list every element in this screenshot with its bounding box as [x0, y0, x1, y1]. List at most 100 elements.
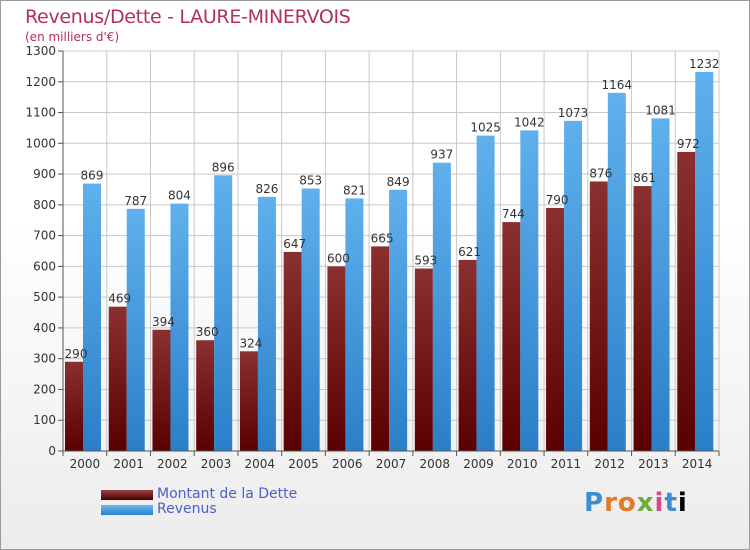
- data-label-revenue: 1025: [470, 121, 501, 135]
- y-tick-label: 700: [33, 229, 56, 243]
- bar-revenue-2001: [126, 208, 145, 451]
- bar-debt-2006: [327, 266, 346, 451]
- data-label-revenue: 1042: [514, 115, 545, 129]
- y-tick-label: 1300: [25, 44, 56, 58]
- bar-debt-2012: [589, 181, 608, 451]
- data-label-revenue: 1073: [558, 106, 589, 120]
- bar-revenue-2002: [170, 203, 189, 451]
- y-tick-label: 0: [48, 444, 56, 458]
- data-label-revenue: 869: [81, 169, 104, 183]
- bar-debt-2011: [546, 207, 565, 451]
- data-label-revenue: 1232: [689, 57, 720, 71]
- chart-subtitle: (en milliers d'€): [25, 30, 120, 44]
- data-label-revenue: 896: [212, 160, 235, 174]
- data-label-debt: 647: [283, 237, 306, 251]
- y-tick-label: 1200: [25, 75, 56, 89]
- bar-debt-2008: [414, 268, 433, 451]
- data-label-revenue: 853: [299, 174, 322, 188]
- y-tick-label: 400: [33, 321, 56, 335]
- x-tick-label: 2002: [157, 457, 188, 471]
- bar-revenue-2008: [432, 162, 451, 451]
- x-tick-label: 2007: [376, 457, 407, 471]
- bar-debt-2009: [458, 259, 477, 451]
- bar-debt-2002: [152, 329, 171, 451]
- bar-debt-2000: [65, 361, 83, 451]
- x-tick-label: 2004: [245, 457, 276, 471]
- legend-swatch-debt: [101, 490, 153, 500]
- y-tick-label: 100: [33, 413, 56, 427]
- x-tick-label: 2013: [638, 457, 669, 471]
- axes: 0 100 200 300 400 500 600 700 800 900 1000 1100 1200…: [25, 44, 720, 471]
- data-label-revenue: 937: [430, 148, 453, 162]
- data-label-debt: 876: [589, 166, 612, 180]
- y-tick-label: 800: [33, 198, 56, 212]
- bars: 290 869 469 787 394 804 360 896 324 826 647 853 600 8…: [65, 57, 720, 452]
- data-label-debt: 790: [546, 193, 569, 207]
- data-label-debt: 744: [502, 207, 525, 221]
- x-tick-label: 2008: [419, 457, 450, 471]
- bar-revenue-2011: [564, 120, 583, 451]
- data-label-debt: 290: [65, 347, 88, 361]
- x-tick-label: 2012: [594, 457, 625, 471]
- data-label-debt: 324: [239, 336, 262, 350]
- data-label-debt: 469: [108, 292, 131, 306]
- bar-debt-2003: [196, 340, 215, 451]
- data-label-debt: 621: [458, 245, 481, 259]
- data-label-revenue: 1081: [645, 103, 676, 117]
- data-label-revenue: 849: [387, 175, 410, 189]
- data-label-debt: 593: [414, 254, 437, 268]
- y-tick-label: 300: [33, 352, 56, 366]
- y-tick-label: 500: [33, 290, 56, 304]
- y-tick-label: 200: [33, 382, 56, 396]
- data-label-debt: 394: [152, 315, 175, 329]
- bar-revenue-2005: [301, 188, 320, 452]
- bar-debt-2007: [371, 246, 390, 451]
- x-tick-label: 2000: [70, 457, 101, 471]
- bar-debt-2013: [633, 186, 652, 452]
- bar-revenue-2009: [476, 135, 495, 451]
- x-tick-label: 2005: [288, 457, 319, 471]
- y-tick-label: 900: [33, 167, 56, 181]
- bar-debt-2014: [677, 151, 696, 451]
- chart-title: Revenus/Dette - LAURE-MINERVOIS: [25, 6, 351, 28]
- data-label-debt: 360: [196, 325, 219, 339]
- legend-label-revenue: Revenus: [157, 501, 217, 517]
- data-label-debt: 665: [371, 231, 394, 245]
- data-label-debt: 600: [327, 251, 350, 265]
- x-tick-label: 2003: [201, 457, 232, 471]
- data-label-revenue: 1164: [602, 78, 633, 92]
- bar-revenue-2014: [695, 71, 714, 451]
- y-tick-label: 1000: [25, 136, 56, 150]
- bar-revenue-2010: [520, 130, 539, 451]
- x-tick-label: 2001: [113, 457, 144, 471]
- data-label-revenue: 787: [124, 194, 147, 208]
- y-tick-label: 1100: [25, 106, 56, 120]
- bar-revenue-2000: [83, 183, 101, 451]
- bar-revenue-2006: [345, 198, 364, 451]
- x-tick-label: 2010: [507, 457, 538, 471]
- x-tick-label: 2009: [463, 457, 494, 471]
- data-label-debt: 861: [633, 171, 656, 185]
- legend-label-debt: Montant de la Dette: [157, 486, 298, 502]
- data-label-debt: 972: [677, 137, 700, 151]
- x-tick-label: 2011: [551, 457, 582, 471]
- bar-revenue-2012: [607, 92, 626, 451]
- bar-revenue-2013: [651, 118, 670, 451]
- bar-revenue-2004: [257, 196, 276, 451]
- x-tick-label: 2014: [682, 457, 713, 471]
- legend-swatch-revenue: [101, 505, 153, 515]
- bar-debt-2005: [283, 251, 302, 451]
- bar-revenue-2007: [389, 189, 408, 451]
- data-label-revenue: 804: [168, 189, 191, 203]
- bar-debt-2001: [108, 306, 127, 451]
- data-label-revenue: 826: [255, 182, 278, 196]
- bar-debt-2004: [239, 351, 258, 451]
- bar-debt-2010: [502, 222, 521, 451]
- proxiti-logo: Proxiti: [584, 488, 688, 518]
- y-tick-label: 600: [33, 259, 56, 273]
- x-tick-label: 2006: [332, 457, 363, 471]
- data-label-revenue: 821: [343, 183, 366, 197]
- bar-revenue-2003: [214, 175, 233, 452]
